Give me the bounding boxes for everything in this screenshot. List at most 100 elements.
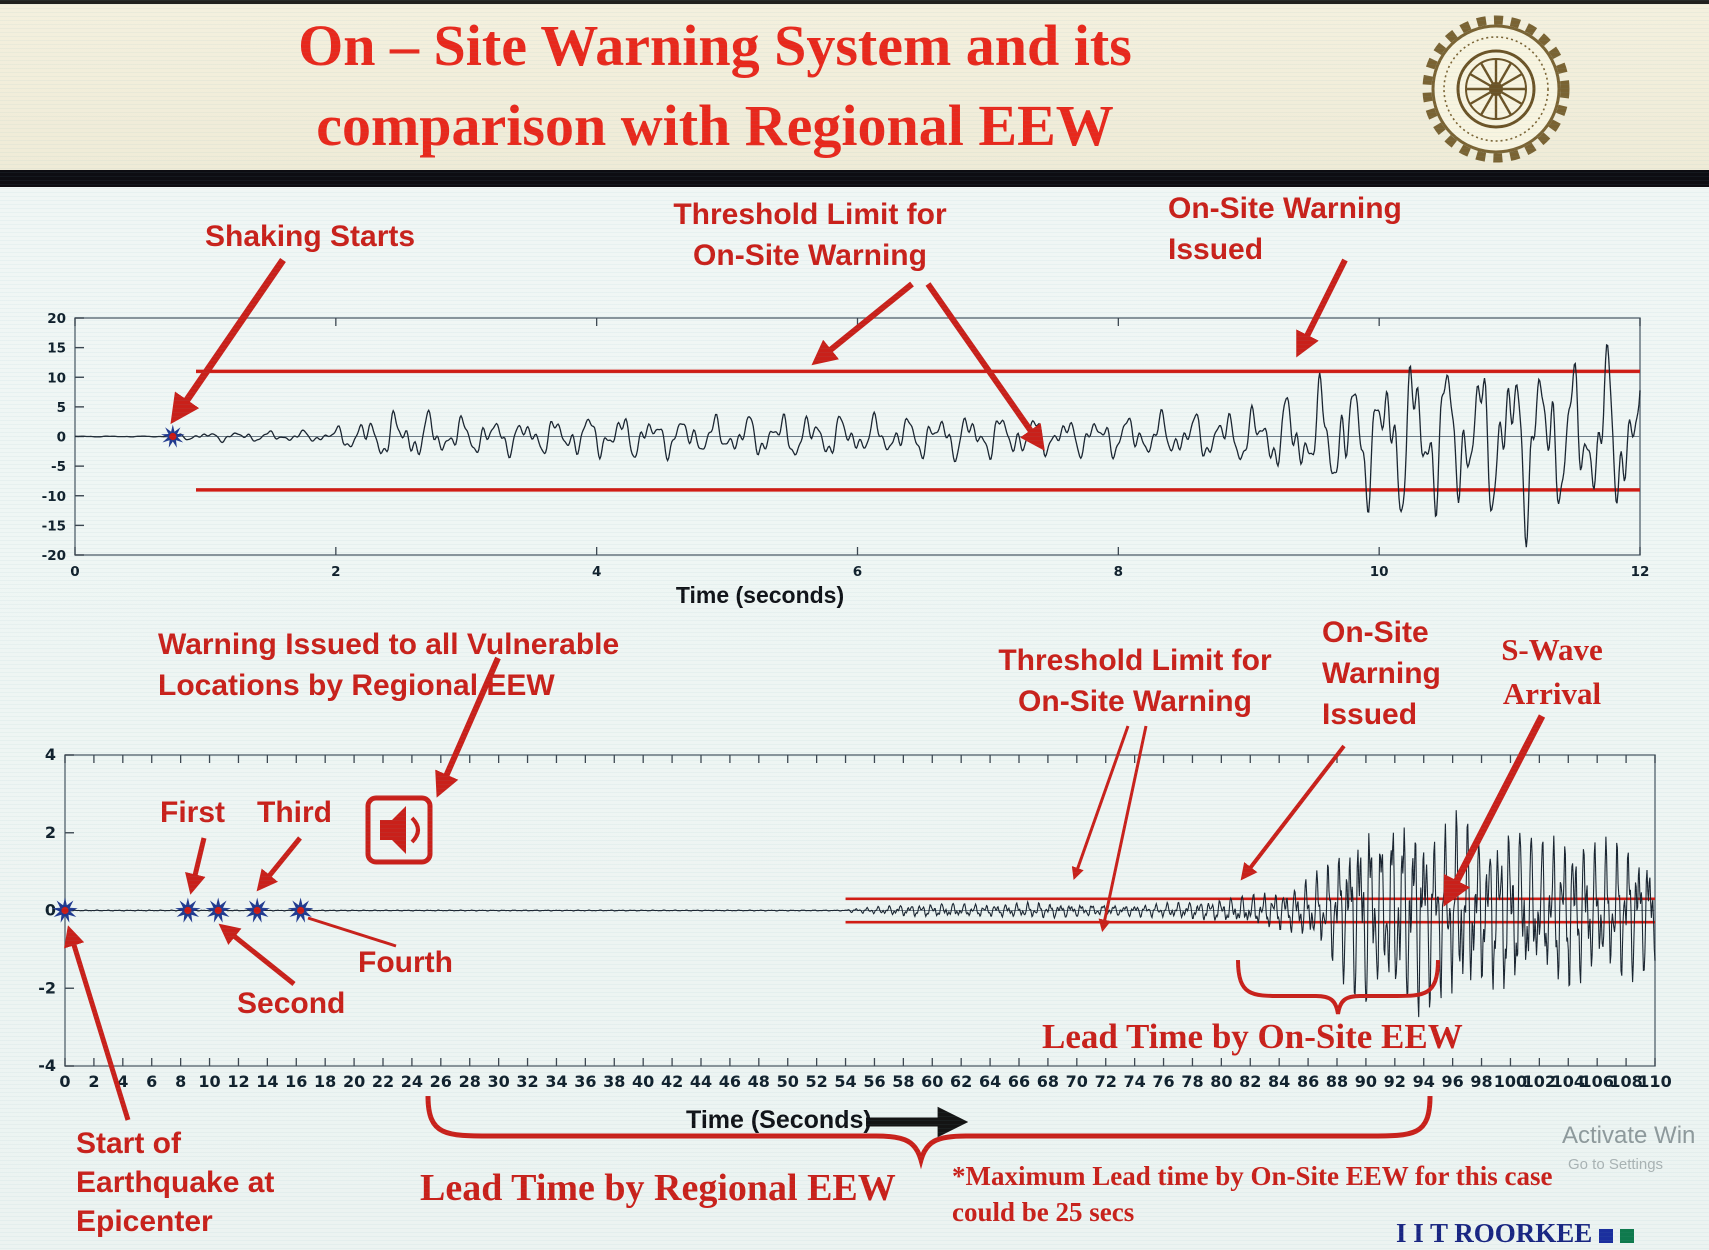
swave-arrival-label: S-Wave Arrival [1501, 632, 1603, 711]
svg-text:70: 70 [1066, 1072, 1088, 1091]
title-line-2: comparison with Regional EEW [316, 93, 1114, 158]
slide-header: On – Site Warning System and its compari… [0, 0, 1709, 170]
svg-text:48: 48 [748, 1072, 770, 1091]
svg-text:20: 20 [343, 1072, 365, 1091]
swave-arrival-arrow [1443, 714, 1546, 907]
svg-text:86: 86 [1297, 1072, 1319, 1091]
svg-text:16: 16 [285, 1072, 307, 1091]
svg-text:8: 8 [1114, 564, 1123, 580]
svg-text:100: 100 [1494, 1072, 1527, 1091]
svg-text:38: 38 [603, 1072, 625, 1091]
first-label: First [160, 796, 226, 829]
svg-text:10: 10 [198, 1072, 220, 1091]
svg-text:98: 98 [1470, 1072, 1492, 1091]
svg-text:28: 28 [459, 1072, 481, 1091]
svg-text:2: 2 [88, 1072, 99, 1091]
onsite-warning-bottom-arrow [1240, 744, 1346, 881]
svg-text:108: 108 [1609, 1072, 1642, 1091]
svg-text:22: 22 [372, 1072, 394, 1091]
svg-text:90: 90 [1355, 1072, 1377, 1091]
brand-square-green [1620, 1228, 1635, 1243]
svg-text:5: 5 [57, 400, 66, 416]
svg-text:26: 26 [430, 1072, 452, 1091]
svg-text:6: 6 [853, 564, 862, 580]
svg-text:106: 106 [1580, 1072, 1613, 1091]
threshold-bottom-arrow-lower [1098, 725, 1148, 933]
svg-text:6: 6 [146, 1072, 157, 1091]
lead-time-onsite-brace [1236, 959, 1440, 1015]
svg-text:10: 10 [47, 370, 66, 386]
go-to-settings-watermark: Go to Settings [1568, 1156, 1664, 1173]
svg-text:54: 54 [834, 1072, 856, 1091]
svg-text:2: 2 [331, 564, 340, 580]
epicenter-label: Start of Earthquake at Epicenter [76, 1127, 275, 1238]
threshold-top-arrow-upper [811, 281, 914, 366]
onsite-warning-issued-bottom-label: On-Site Warning Issued [1322, 616, 1441, 731]
svg-text:58: 58 [892, 1072, 914, 1091]
svg-text:0: 0 [70, 564, 79, 580]
slide-title: On – Site Warning System and its compari… [0, 6, 1430, 166]
svg-text:76: 76 [1152, 1072, 1174, 1091]
svg-text:78: 78 [1181, 1072, 1203, 1091]
onsite-warning-top-arrow [1296, 258, 1348, 358]
svg-text:4: 4 [117, 1072, 128, 1091]
svg-text:102: 102 [1523, 1072, 1556, 1091]
lead-time-onsite-label: Lead Time by On-Site EEW [1042, 1017, 1463, 1056]
svg-text:0: 0 [59, 1072, 70, 1091]
svg-text:66: 66 [1008, 1072, 1030, 1091]
svg-text:18: 18 [314, 1072, 336, 1091]
svg-text:80: 80 [1210, 1072, 1232, 1091]
svg-text:50: 50 [777, 1072, 799, 1091]
onsite-warning-issued-top-label: On-Site Warning Issued [1168, 192, 1402, 266]
svg-text:92: 92 [1384, 1072, 1406, 1091]
svg-text:4: 4 [592, 564, 601, 580]
regional-warning-siren-icon [365, 795, 433, 865]
bottom-chart-xlabel: Time (Seconds) [686, 1106, 872, 1134]
header-divider-bar [0, 170, 1709, 187]
second-label: Second [237, 987, 346, 1020]
svg-text:96: 96 [1442, 1072, 1464, 1091]
lead-time-regional-brace [425, 1095, 1433, 1170]
svg-text:82: 82 [1239, 1072, 1261, 1091]
svg-text:4: 4 [45, 745, 56, 764]
third-label: Third [257, 796, 332, 829]
svg-text:10: 10 [1370, 564, 1389, 580]
svg-text:14: 14 [256, 1072, 278, 1091]
svg-text:84: 84 [1268, 1072, 1290, 1091]
svg-text:40: 40 [632, 1072, 654, 1091]
svg-text:42: 42 [661, 1072, 683, 1091]
svg-text:-10: -10 [42, 489, 66, 505]
svg-text:12: 12 [227, 1072, 249, 1091]
svg-text:12: 12 [1631, 564, 1650, 580]
svg-text:-2: -2 [38, 978, 56, 997]
svg-text:24: 24 [401, 1072, 423, 1091]
threshold-limit-bottom-label: Threshold Limit for On-Site Warning [998, 644, 1272, 718]
iit-roorkee-logo [1422, 15, 1570, 163]
svg-text:68: 68 [1037, 1072, 1059, 1091]
title-line-1: On – Site Warning System and its [298, 13, 1132, 78]
svg-text:0: 0 [45, 901, 56, 920]
svg-text:-5: -5 [51, 459, 66, 475]
svg-text:94: 94 [1413, 1072, 1435, 1091]
svg-text:60: 60 [921, 1072, 943, 1091]
svg-text:15: 15 [47, 341, 66, 357]
svg-text:72: 72 [1095, 1072, 1117, 1091]
regional-warning-label: Warning Issued to all Vulnerable Locatio… [158, 628, 620, 702]
second-station-arrow [218, 923, 296, 986]
svg-text:-15: -15 [42, 518, 66, 534]
fourth-label: Fourth [358, 946, 453, 979]
svg-text:34: 34 [545, 1072, 567, 1091]
svg-text:88: 88 [1326, 1072, 1348, 1091]
threshold-bottom-arrow-upper [1071, 725, 1130, 880]
svg-text:110: 110 [1638, 1072, 1671, 1091]
svg-text:32: 32 [516, 1072, 538, 1091]
svg-text:104: 104 [1552, 1072, 1585, 1091]
svg-text:2: 2 [45, 823, 56, 842]
third-station-arrow [256, 836, 302, 892]
activate-windows-watermark: Activate Win [1562, 1122, 1696, 1149]
svg-text:64: 64 [979, 1072, 1001, 1091]
svg-text:-20: -20 [42, 548, 66, 564]
shaking-starts-label: Shaking Starts [205, 220, 416, 253]
svg-text:30: 30 [488, 1072, 510, 1091]
